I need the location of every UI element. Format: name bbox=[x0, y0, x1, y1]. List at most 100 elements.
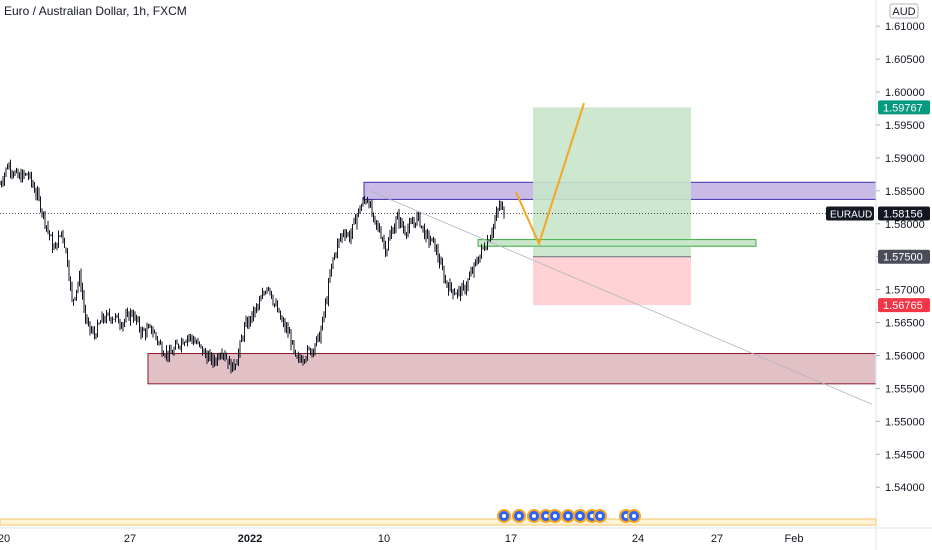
candle-body bbox=[107, 313, 109, 315]
candle bbox=[151, 325, 152, 335]
event-icon[interactable] bbox=[527, 509, 541, 523]
currency-badge[interactable] bbox=[889, 3, 919, 19]
event-icon-dot bbox=[553, 514, 557, 518]
candle-body bbox=[136, 315, 137, 321]
candle-body bbox=[158, 342, 160, 343]
candle-body bbox=[56, 242, 58, 248]
candle bbox=[320, 325, 322, 344]
candle bbox=[121, 322, 122, 329]
candle bbox=[316, 336, 317, 347]
candle-body bbox=[382, 237, 383, 241]
candle bbox=[479, 254, 481, 263]
candle-body bbox=[164, 355, 166, 357]
candle bbox=[430, 235, 431, 246]
event-icon[interactable] bbox=[573, 509, 587, 523]
candle-body bbox=[100, 322, 101, 324]
candle-body bbox=[430, 241, 431, 243]
candle-body bbox=[316, 337, 317, 346]
candle bbox=[40, 196, 41, 213]
candle-body bbox=[424, 227, 425, 239]
candle bbox=[356, 213, 358, 230]
event-icon[interactable] bbox=[561, 509, 575, 523]
event-icon[interactable] bbox=[627, 509, 641, 523]
candle-body bbox=[125, 314, 127, 321]
price-tag-label: 1.56765 bbox=[883, 300, 923, 312]
candle-body bbox=[185, 341, 187, 343]
candle-body bbox=[212, 356, 214, 363]
candle bbox=[290, 328, 292, 351]
event-icon[interactable] bbox=[512, 509, 526, 523]
candle-body bbox=[47, 226, 49, 231]
candle bbox=[85, 304, 86, 324]
candle-body bbox=[259, 300, 260, 306]
retest-zone-outline bbox=[477, 239, 757, 247]
event-icon[interactable] bbox=[548, 509, 562, 523]
candle bbox=[386, 248, 388, 257]
candle bbox=[481, 244, 482, 259]
candle-body bbox=[74, 297, 76, 300]
candle bbox=[239, 340, 241, 358]
candle bbox=[463, 280, 464, 291]
event-icon[interactable] bbox=[593, 509, 607, 523]
candle bbox=[91, 325, 92, 334]
candle-body bbox=[227, 358, 229, 365]
candle-body bbox=[4, 174, 5, 182]
candle-body bbox=[364, 200, 365, 201]
candle-body bbox=[412, 222, 413, 224]
candle bbox=[349, 230, 350, 243]
time-axis[interactable]: 20 27 2022 10 17 24 27 Feb bbox=[0, 533, 803, 545]
economic-events[interactable] bbox=[0, 509, 877, 526]
candle bbox=[302, 355, 304, 366]
candle-body bbox=[109, 313, 110, 318]
candle-body bbox=[323, 313, 325, 318]
candle-body bbox=[464, 286, 466, 292]
y-tick-label: 1.55000 bbox=[885, 416, 925, 428]
candle-body bbox=[389, 235, 391, 241]
candle bbox=[427, 228, 428, 239]
candle-body bbox=[191, 335, 193, 340]
candle-body bbox=[242, 337, 244, 339]
candle-body bbox=[128, 312, 130, 321]
price-axis-bg[interactable] bbox=[876, 0, 932, 550]
candle-body bbox=[463, 285, 464, 287]
candle-body bbox=[8, 165, 10, 169]
event-icon[interactable] bbox=[497, 509, 511, 523]
candle bbox=[112, 316, 113, 324]
x-tick-label: 24 bbox=[632, 533, 644, 545]
candle bbox=[31, 171, 32, 188]
event-icon-dot bbox=[517, 514, 521, 518]
candle-body bbox=[458, 289, 460, 291]
candle bbox=[238, 348, 239, 367]
candle bbox=[373, 212, 374, 223]
candle-body bbox=[230, 359, 232, 372]
candle-body bbox=[268, 288, 269, 290]
candle-body bbox=[14, 171, 16, 176]
candle-body bbox=[484, 247, 485, 250]
candle bbox=[68, 260, 70, 282]
candle-body bbox=[221, 354, 223, 356]
candle-body bbox=[254, 308, 256, 316]
candle-body bbox=[322, 317, 323, 330]
candle bbox=[424, 223, 425, 240]
y-tick-label: 1.56000 bbox=[885, 351, 925, 363]
candle-body bbox=[251, 311, 253, 322]
candle-body bbox=[250, 317, 251, 322]
candle-body bbox=[235, 365, 236, 368]
candle-body bbox=[496, 212, 497, 220]
candle bbox=[502, 201, 503, 211]
candle bbox=[139, 316, 140, 333]
price-tag-label: 1.58156 bbox=[883, 208, 923, 220]
candle-body bbox=[196, 341, 197, 344]
candle bbox=[1, 180, 2, 188]
candle bbox=[208, 350, 209, 362]
candle bbox=[305, 356, 307, 363]
candle-body bbox=[94, 331, 95, 336]
candle bbox=[82, 282, 83, 300]
candle bbox=[337, 238, 338, 259]
candle-body bbox=[368, 200, 370, 207]
candle bbox=[11, 169, 13, 180]
candle-body bbox=[491, 232, 493, 237]
candle-body bbox=[32, 182, 34, 187]
candle bbox=[314, 343, 316, 356]
